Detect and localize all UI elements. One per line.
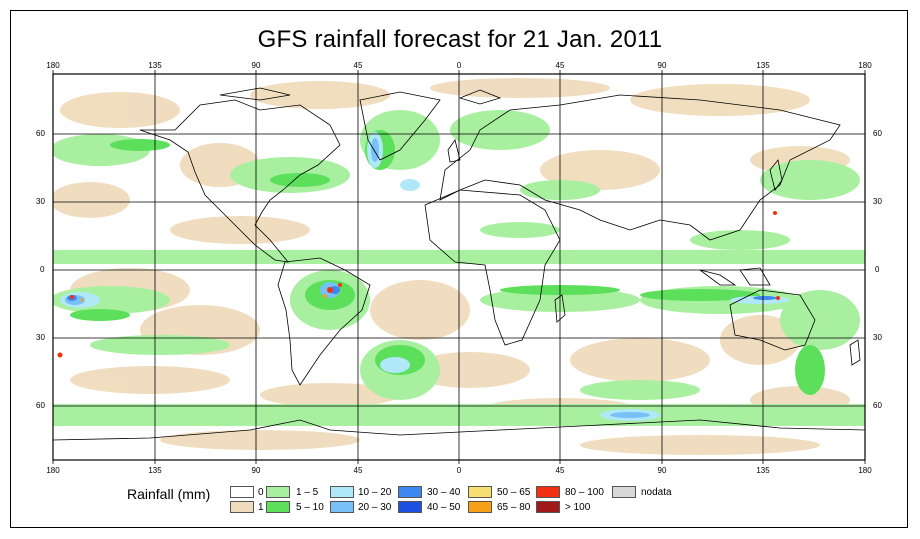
lat-label-right: 60 [873,129,882,138]
legend-swatch-1 [230,501,254,513]
legend-label-7: 40 – 50 [427,502,461,513]
legend-label-8: 50 – 65 [497,487,531,498]
lon-label-bottom: 180 [46,466,60,475]
lat-label-left: 60 [36,129,45,138]
graticule [53,74,865,460]
lat-label-left: 30 [36,333,45,342]
lon-label-top: 135 [148,61,162,70]
legend-title: Rainfall (mm) [127,486,211,502]
lon-label-top: 90 [657,61,667,70]
legend-swatch-2 [266,486,290,498]
lon-label-bottom: 135 [756,466,770,475]
lat-label-right: 30 [873,333,882,342]
legend-swatch-8 [468,486,492,498]
legend-label-0: 0 [258,487,264,498]
lat-label-left: 0 [40,265,45,274]
lon-label-top: 45 [353,61,363,70]
lon-label-top: 180 [46,61,60,70]
legend-label-1: 1 [258,502,264,513]
legend-swatch-11 [536,501,560,513]
legend-swatch-0 [230,486,254,498]
lon-label-top: 135 [756,61,770,70]
legend-swatch-6 [398,486,422,498]
lon-label-bottom: 90 [657,466,667,475]
lon-label-top: 180 [858,61,872,70]
figure-frame [10,10,908,528]
legend-label-9: 65 – 80 [497,502,531,513]
lon-label-bottom: 180 [858,466,872,475]
legend-label-3: 5 – 10 [296,502,324,513]
lat-label-right: 30 [873,197,882,206]
lat-label-left: 60 [36,401,45,410]
lat-label-right: 60 [873,401,882,410]
lat-label-left: 30 [36,197,45,206]
legend-label-4: 10 – 20 [358,487,392,498]
lon-label-bottom: 90 [251,466,261,475]
map-title: GFS rainfall forecast for 21 Jan. 2011 [257,26,663,53]
lat-label-right: 0 [875,265,880,274]
lon-label-bottom: 0 [456,466,462,475]
legend-label-6: 30 – 40 [427,487,461,498]
rainfall-field [53,78,865,455]
legend-label-11: > 100 [565,502,591,513]
tick-marks [52,70,866,464]
legend-label-10: 80 – 100 [565,487,604,498]
legend-label-5: 20 – 30 [358,502,392,513]
lon-label-bottom: 45 [353,466,363,475]
lon-label-bottom: 45 [555,466,565,475]
lon-label-top: 90 [251,61,261,70]
legend-swatch-9 [468,501,492,513]
legend-swatch-3 [266,501,290,513]
legend-swatch-5 [330,501,354,513]
lon-label-top: 0 [456,61,462,70]
legend-label-12: nodata [641,487,672,498]
legend-swatch-7 [398,501,422,513]
legend-swatch-4 [330,486,354,498]
legend-swatch-10 [536,486,560,498]
lon-label-top: 45 [555,61,565,70]
legend-label-2: 1 – 5 [296,487,319,498]
legend-swatch-12 [612,486,636,498]
lon-label-bottom: 135 [148,466,162,475]
